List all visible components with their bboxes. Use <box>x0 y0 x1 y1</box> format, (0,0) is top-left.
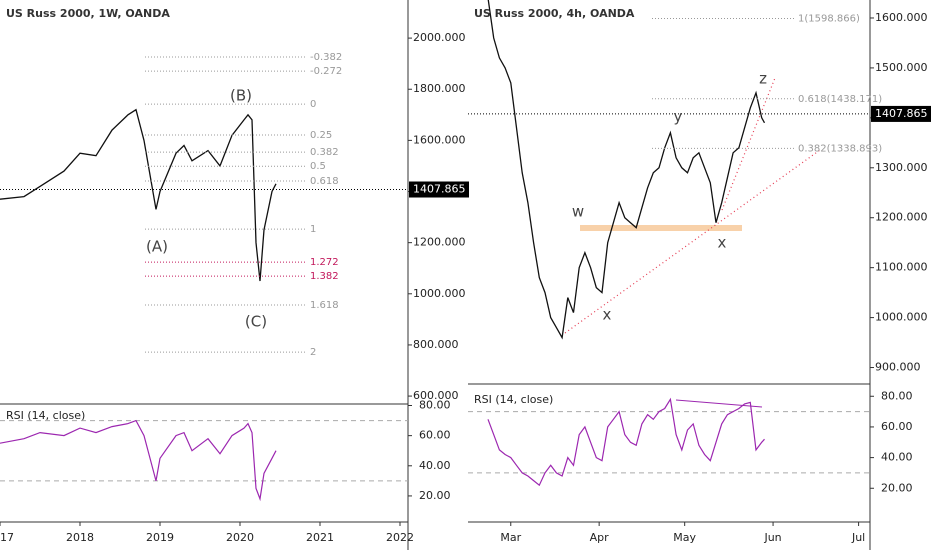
chart-title: US Russ 2000, 1W, OANDA <box>6 7 170 20</box>
fib-label: 0.618(1438.171) <box>798 94 882 105</box>
x-tick-label: May <box>673 531 696 544</box>
rsi-tick-label: 60.00 <box>419 429 451 442</box>
fib-label: 1 <box>310 224 316 235</box>
y-tick-label: 1300.000 <box>875 161 928 174</box>
fib-label: 2 <box>310 347 316 358</box>
wave-label: w <box>572 203 584 221</box>
y-tick-label: 1500.000 <box>875 61 928 74</box>
last-price-box <box>409 181 469 198</box>
rsi-line <box>487 397 765 487</box>
trend-line <box>564 149 821 334</box>
x-tick-label: 2020 <box>226 531 254 544</box>
wave-label: x <box>718 234 727 252</box>
support-zone <box>580 225 742 231</box>
rsi-tick-label: 20.00 <box>881 481 913 494</box>
rsi-tick-label: 60.00 <box>881 420 913 433</box>
plot-area <box>0 108 277 282</box>
x-tick-label: Jun <box>763 531 781 544</box>
y-tick-label: 600.000 <box>413 389 459 402</box>
y-tick-label: 1800.000 <box>413 82 466 95</box>
wave-label: (C) <box>245 313 267 331</box>
fib-label: 0.618 <box>310 176 339 187</box>
rsi-label: RSI (14, close) <box>474 393 553 406</box>
x-tick-label: 2021 <box>306 531 334 544</box>
y-tick-label: 1600.000 <box>413 133 466 146</box>
fib-label: 0.5 <box>310 161 326 172</box>
fib-label: 1.382 <box>310 271 339 282</box>
y-tick-label: 1000.000 <box>413 287 466 300</box>
x-tick-label: Apr <box>590 531 610 544</box>
x-tick-label: 2019 <box>146 531 174 544</box>
fib-label: 0.25 <box>310 130 332 141</box>
x-tick-label: Mar <box>500 531 521 544</box>
wave-label: z <box>759 70 767 88</box>
chart-title: US Russ 2000, 4h, OANDA <box>474 7 635 20</box>
divergence-line <box>675 399 763 408</box>
y-tick-label: 1200.000 <box>413 236 466 249</box>
fib-label: -0.382 <box>310 52 342 63</box>
y-tick-label: 1000.000 <box>875 311 928 324</box>
x-tick-label: 2022 <box>386 531 414 544</box>
trend-line <box>721 77 776 211</box>
rsi-tick-label: 40.00 <box>881 451 913 464</box>
y-tick-label: 900.000 <box>875 361 921 374</box>
wave-label: y <box>674 108 683 126</box>
price-line <box>487 0 766 340</box>
y-tick-label: 2000.000 <box>413 31 466 44</box>
fib-label: -0.272 <box>310 66 342 77</box>
fib-label: 1.272 <box>310 257 339 268</box>
plot-area <box>487 0 766 340</box>
fib-label: 1.618 <box>310 300 339 311</box>
wave-label: (A) <box>146 238 168 256</box>
y-tick-label: 1600.000 <box>875 11 928 24</box>
last-price-box <box>871 105 931 122</box>
last-price-label: 1407.865 <box>413 183 466 196</box>
x-tick-label: Jul <box>851 531 865 544</box>
fib-label: 0 <box>310 99 316 110</box>
last-price-label: 1407.865 <box>875 107 928 120</box>
wave-label: (B) <box>230 87 252 105</box>
rsi-tick-label: 80.00 <box>881 389 913 402</box>
wave-label: x <box>603 306 612 324</box>
rsi-tick-label: 40.00 <box>419 459 451 472</box>
rsi-tick-label: 20.00 <box>419 489 451 502</box>
fib-label: 0.382(1338.893) <box>798 143 882 154</box>
x-tick-label: 2018 <box>66 531 94 544</box>
price-line <box>0 108 277 282</box>
fib-label: 1(1598.866) <box>798 14 860 25</box>
fib-label: 0.382 <box>310 147 339 158</box>
rsi-tick-label: 80.00 <box>419 399 451 412</box>
rsi-line <box>0 419 277 502</box>
x-tick-label: 2017 <box>0 531 14 544</box>
y-tick-label: 1200.000 <box>875 211 928 224</box>
rsi-label: RSI (14, close) <box>6 409 85 422</box>
y-tick-label: 800.000 <box>413 338 459 351</box>
y-tick-label: 1100.000 <box>875 261 928 274</box>
